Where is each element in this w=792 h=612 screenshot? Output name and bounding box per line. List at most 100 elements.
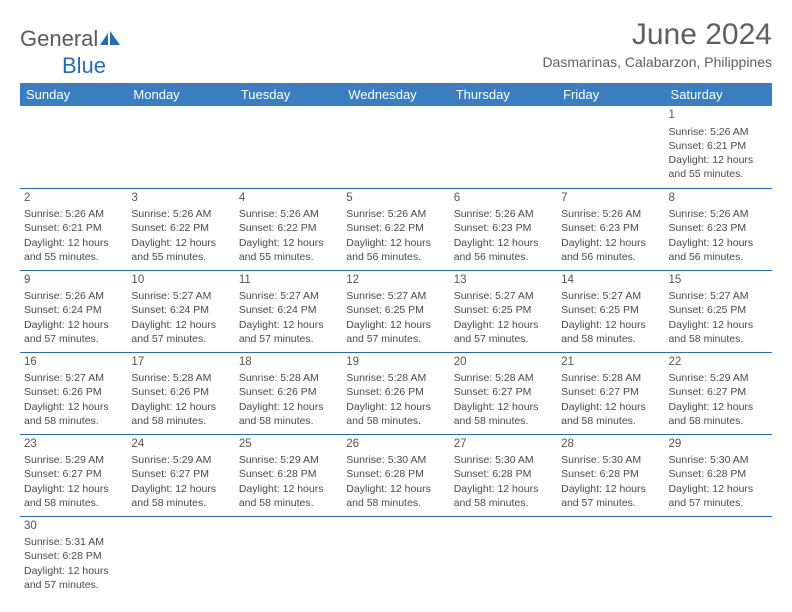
- day-number: 29: [669, 437, 768, 453]
- logo-blue: Blue: [62, 53, 106, 78]
- calendar-row: 30Sunrise: 5:31 AMSunset: 6:28 PMDayligh…: [20, 516, 772, 598]
- daylight2-text: and 57 minutes.: [454, 332, 553, 346]
- day-number: 15: [669, 273, 768, 289]
- calendar-cell: 12Sunrise: 5:27 AMSunset: 6:25 PMDayligh…: [342, 270, 449, 352]
- sunrise-text: Sunrise: 5:28 AM: [239, 371, 338, 385]
- daylight2-text: and 57 minutes.: [131, 332, 230, 346]
- daylight2-text: and 57 minutes.: [346, 332, 445, 346]
- sunrise-text: Sunrise: 5:30 AM: [669, 453, 768, 467]
- logo-text: GeneralBlue: [20, 26, 122, 79]
- calendar-body: 1Sunrise: 5:26 AMSunset: 6:21 PMDaylight…: [20, 106, 772, 598]
- calendar-cell: 27Sunrise: 5:30 AMSunset: 6:28 PMDayligh…: [450, 434, 557, 516]
- calendar-cell: 9Sunrise: 5:26 AMSunset: 6:24 PMDaylight…: [20, 270, 127, 352]
- day-number: 5: [346, 191, 445, 207]
- calendar-table: SundayMondayTuesdayWednesdayThursdayFrid…: [20, 83, 772, 598]
- sunrise-text: Sunrise: 5:27 AM: [669, 289, 768, 303]
- daylight2-text: and 58 minutes.: [669, 414, 768, 428]
- calendar-cell: [450, 516, 557, 598]
- daylight1-text: Daylight: 12 hours: [131, 236, 230, 250]
- daylight2-text: and 58 minutes.: [454, 414, 553, 428]
- day-number: 14: [561, 273, 660, 289]
- sunrise-text: Sunrise: 5:26 AM: [24, 207, 123, 221]
- daylight1-text: Daylight: 12 hours: [454, 318, 553, 332]
- daylight1-text: Daylight: 12 hours: [454, 482, 553, 496]
- day-number: 13: [454, 273, 553, 289]
- daylight1-text: Daylight: 12 hours: [24, 564, 123, 578]
- day-number: 17: [131, 355, 230, 371]
- daylight1-text: Daylight: 12 hours: [561, 482, 660, 496]
- sunset-text: Sunset: 6:25 PM: [346, 303, 445, 317]
- sunrise-text: Sunrise: 5:26 AM: [669, 125, 768, 139]
- calendar-cell: 20Sunrise: 5:28 AMSunset: 6:27 PMDayligh…: [450, 352, 557, 434]
- sunset-text: Sunset: 6:25 PM: [669, 303, 768, 317]
- day-number: 18: [239, 355, 338, 371]
- day-number: 8: [669, 191, 768, 207]
- calendar-cell: 25Sunrise: 5:29 AMSunset: 6:28 PMDayligh…: [235, 434, 342, 516]
- day-header: Sunday: [20, 83, 127, 106]
- sunset-text: Sunset: 6:27 PM: [669, 385, 768, 399]
- daylight2-text: and 58 minutes.: [346, 496, 445, 510]
- calendar-cell: [127, 106, 234, 188]
- daylight1-text: Daylight: 12 hours: [669, 153, 768, 167]
- daylight2-text: and 57 minutes.: [239, 332, 338, 346]
- day-number: 21: [561, 355, 660, 371]
- calendar-cell: 24Sunrise: 5:29 AMSunset: 6:27 PMDayligh…: [127, 434, 234, 516]
- calendar-row: 16Sunrise: 5:27 AMSunset: 6:26 PMDayligh…: [20, 352, 772, 434]
- header: GeneralBlue June 2024 Dasmarinas, Calaba…: [20, 18, 772, 79]
- calendar-cell: 14Sunrise: 5:27 AMSunset: 6:25 PMDayligh…: [557, 270, 664, 352]
- daylight2-text: and 58 minutes.: [346, 414, 445, 428]
- calendar-cell: 1Sunrise: 5:26 AMSunset: 6:21 PMDaylight…: [665, 106, 772, 188]
- daylight1-text: Daylight: 12 hours: [346, 318, 445, 332]
- calendar-cell: 21Sunrise: 5:28 AMSunset: 6:27 PMDayligh…: [557, 352, 664, 434]
- calendar-cell: 8Sunrise: 5:26 AMSunset: 6:23 PMDaylight…: [665, 188, 772, 270]
- daylight1-text: Daylight: 12 hours: [454, 400, 553, 414]
- daylight1-text: Daylight: 12 hours: [346, 482, 445, 496]
- calendar-cell: 7Sunrise: 5:26 AMSunset: 6:23 PMDaylight…: [557, 188, 664, 270]
- daylight1-text: Daylight: 12 hours: [239, 482, 338, 496]
- daylight2-text: and 58 minutes.: [561, 332, 660, 346]
- sunset-text: Sunset: 6:26 PM: [131, 385, 230, 399]
- calendar-cell: 13Sunrise: 5:27 AMSunset: 6:25 PMDayligh…: [450, 270, 557, 352]
- calendar-cell: 10Sunrise: 5:27 AMSunset: 6:24 PMDayligh…: [127, 270, 234, 352]
- sunset-text: Sunset: 6:26 PM: [239, 385, 338, 399]
- sunrise-text: Sunrise: 5:26 AM: [454, 207, 553, 221]
- daylight2-text: and 57 minutes.: [669, 496, 768, 510]
- daylight1-text: Daylight: 12 hours: [561, 400, 660, 414]
- day-header: Wednesday: [342, 83, 449, 106]
- sunset-text: Sunset: 6:27 PM: [131, 467, 230, 481]
- daylight1-text: Daylight: 12 hours: [239, 318, 338, 332]
- calendar-cell: 23Sunrise: 5:29 AMSunset: 6:27 PMDayligh…: [20, 434, 127, 516]
- day-number: 2: [24, 191, 123, 207]
- daylight2-text: and 56 minutes.: [454, 250, 553, 264]
- sunrise-text: Sunrise: 5:27 AM: [346, 289, 445, 303]
- daylight1-text: Daylight: 12 hours: [131, 318, 230, 332]
- logo: GeneralBlue: [20, 26, 122, 79]
- daylight2-text: and 57 minutes.: [24, 578, 123, 592]
- sunrise-text: Sunrise: 5:26 AM: [131, 207, 230, 221]
- sunrise-text: Sunrise: 5:29 AM: [24, 453, 123, 467]
- sunrise-text: Sunrise: 5:30 AM: [561, 453, 660, 467]
- day-header: Saturday: [665, 83, 772, 106]
- sunset-text: Sunset: 6:23 PM: [454, 221, 553, 235]
- sunset-text: Sunset: 6:23 PM: [561, 221, 660, 235]
- daylight1-text: Daylight: 12 hours: [561, 318, 660, 332]
- sunrise-text: Sunrise: 5:30 AM: [346, 453, 445, 467]
- sunset-text: Sunset: 6:25 PM: [454, 303, 553, 317]
- daylight1-text: Daylight: 12 hours: [669, 318, 768, 332]
- day-header: Monday: [127, 83, 234, 106]
- daylight1-text: Daylight: 12 hours: [131, 400, 230, 414]
- daylight1-text: Daylight: 12 hours: [454, 236, 553, 250]
- sunrise-text: Sunrise: 5:29 AM: [239, 453, 338, 467]
- sunset-text: Sunset: 6:28 PM: [24, 549, 123, 563]
- day-number: 23: [24, 437, 123, 453]
- sunrise-text: Sunrise: 5:29 AM: [131, 453, 230, 467]
- calendar-cell: 5Sunrise: 5:26 AMSunset: 6:22 PMDaylight…: [342, 188, 449, 270]
- calendar-cell: 3Sunrise: 5:26 AMSunset: 6:22 PMDaylight…: [127, 188, 234, 270]
- day-number: 12: [346, 273, 445, 289]
- calendar-cell: [665, 516, 772, 598]
- calendar-cell: [235, 516, 342, 598]
- sunset-text: Sunset: 6:24 PM: [131, 303, 230, 317]
- daylight2-text: and 58 minutes.: [561, 414, 660, 428]
- daylight2-text: and 57 minutes.: [561, 496, 660, 510]
- sunrise-text: Sunrise: 5:29 AM: [669, 371, 768, 385]
